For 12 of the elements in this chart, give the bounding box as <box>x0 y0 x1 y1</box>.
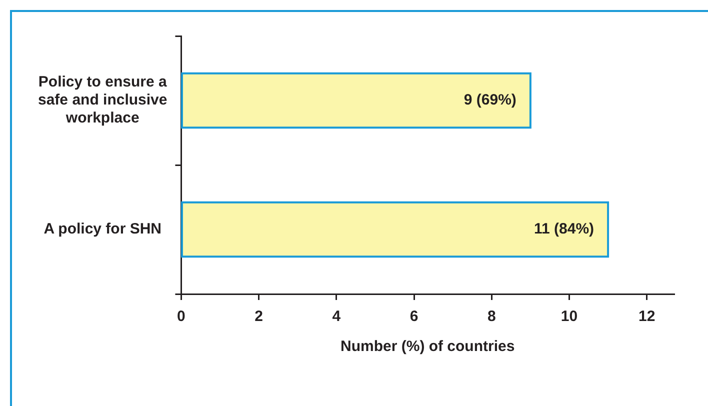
data-label: 11 (84%) <box>534 220 594 238</box>
x-tick-label: 4 <box>332 308 342 326</box>
x-tick-label: 10 <box>560 308 578 326</box>
data-label: 9 (69%) <box>464 92 516 109</box>
y-tick-label: Policy to ensure a safe and inclusive workplace <box>38 74 168 127</box>
x-tick-label: 6 <box>410 308 418 326</box>
x-tick-label: 0 <box>177 308 186 326</box>
x-axis-title: Number (%) of countries <box>340 338 515 356</box>
x-tick-label: 2 <box>254 308 263 326</box>
x-tick-label: 8 <box>487 308 496 326</box>
x-tick-label: 12 <box>638 308 656 326</box>
y-tick-label: A policy for SHN <box>44 220 162 238</box>
